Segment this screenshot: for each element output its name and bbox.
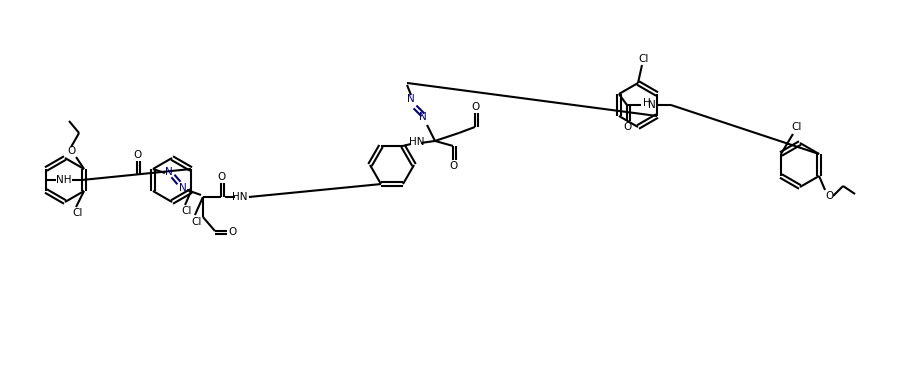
Text: O: O	[229, 227, 238, 237]
Text: O: O	[472, 102, 481, 112]
Text: O: O	[825, 191, 834, 201]
Text: N: N	[165, 167, 172, 177]
Text: O: O	[450, 161, 458, 171]
Text: O: O	[67, 146, 75, 156]
Text: N: N	[179, 183, 187, 193]
Text: Cl: Cl	[182, 206, 193, 216]
Text: HN: HN	[409, 137, 425, 147]
Text: N: N	[419, 112, 427, 122]
Text: N: N	[648, 100, 656, 110]
Text: Cl: Cl	[791, 122, 802, 132]
Text: Cl: Cl	[639, 54, 649, 64]
Text: N: N	[407, 94, 414, 104]
Text: O: O	[624, 122, 632, 132]
Text: HN: HN	[232, 192, 248, 202]
Text: Cl: Cl	[72, 208, 83, 218]
Text: H: H	[643, 98, 651, 108]
Text: O: O	[133, 150, 141, 159]
Text: Cl: Cl	[192, 217, 202, 227]
Text: O: O	[218, 172, 226, 182]
Text: NH: NH	[56, 175, 72, 185]
